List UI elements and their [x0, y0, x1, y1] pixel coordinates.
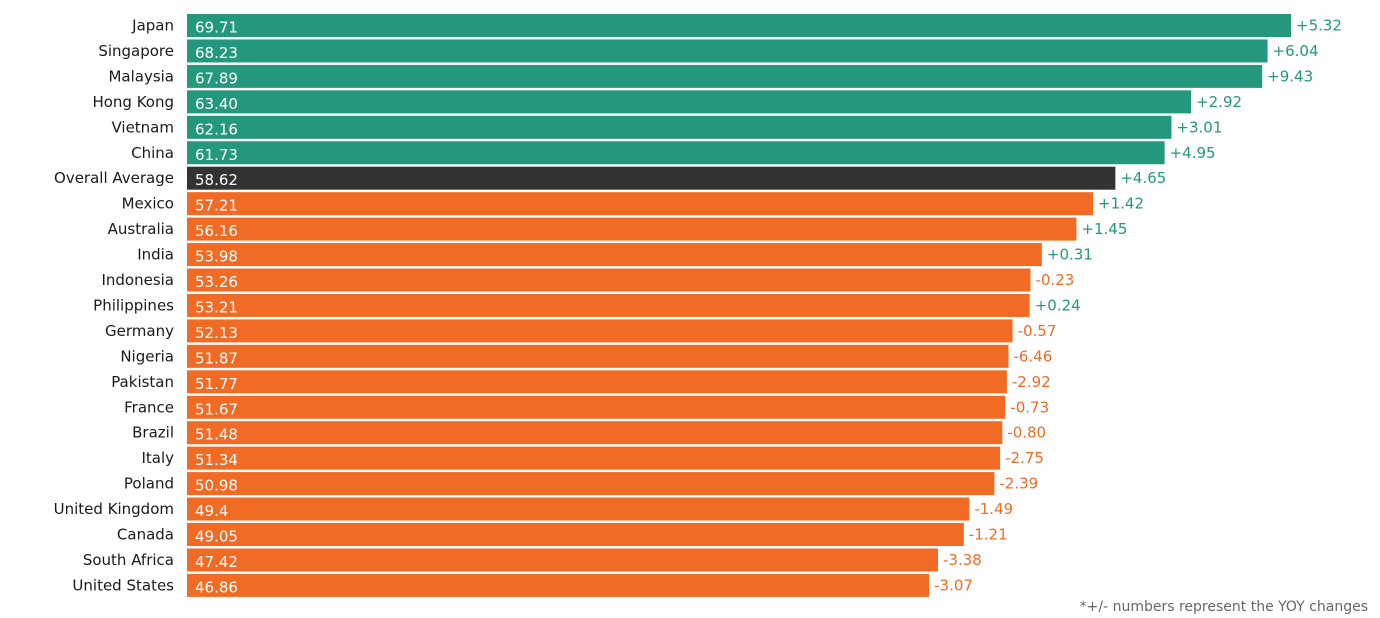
bar [187, 39, 1268, 63]
category-label: Brazil [132, 424, 174, 442]
change-label: -2.92 [1012, 373, 1051, 391]
value-label: 50.98 [195, 477, 238, 495]
category-label: Canada [117, 526, 174, 544]
change-label: +0.31 [1047, 246, 1093, 264]
category-label: China [131, 144, 174, 162]
value-label: 49.4 [195, 502, 228, 520]
bar [187, 166, 1116, 190]
category-label: South Africa [83, 551, 174, 569]
value-label: 53.26 [195, 273, 238, 291]
bar [187, 344, 1009, 368]
change-label: -0.80 [1007, 424, 1046, 442]
value-label: 68.23 [195, 44, 238, 62]
change-label: +2.92 [1196, 93, 1242, 111]
bar [187, 573, 930, 597]
category-label: France [124, 398, 174, 416]
bar [187, 446, 1001, 470]
bar [187, 395, 1006, 419]
change-label: +1.45 [1081, 220, 1127, 238]
category-label: Malaysia [108, 67, 174, 85]
category-label: Italy [141, 449, 174, 467]
bar [187, 421, 1003, 445]
bar [187, 497, 970, 521]
change-label: -6.46 [1013, 347, 1052, 365]
footnote: *+/- numbers represent the YOY changes [1079, 599, 1368, 615]
category-label: Pakistan [111, 373, 174, 391]
change-label: +4.95 [1170, 144, 1216, 162]
change-label: +0.24 [1035, 296, 1081, 314]
change-label: +6.04 [1273, 42, 1319, 60]
category-label: Singapore [98, 42, 174, 60]
bar [187, 523, 964, 546]
value-label: 49.05 [195, 528, 238, 546]
category-label: Vietnam [111, 118, 174, 136]
category-label: United Kingdom [54, 500, 174, 518]
change-label: -2.75 [1005, 449, 1044, 467]
value-label: 56.16 [195, 222, 238, 240]
value-label: 57.21 [195, 197, 238, 215]
value-label: 51.87 [195, 349, 238, 367]
bar [187, 192, 1094, 216]
value-label: 53.98 [195, 248, 238, 266]
category-label: Japan [131, 17, 174, 35]
bar [187, 319, 1013, 343]
category-label: United States [72, 576, 174, 594]
value-label: 46.86 [195, 578, 238, 596]
bar [187, 293, 1030, 317]
change-label: -0.73 [1010, 398, 1049, 416]
bar [187, 243, 1042, 267]
bar [187, 370, 1007, 394]
value-label: 58.62 [195, 171, 238, 189]
value-label: 63.40 [195, 95, 238, 113]
category-label: Nigeria [120, 347, 174, 365]
category-label: Overall Average [54, 169, 174, 187]
value-label: 67.89 [195, 69, 238, 87]
value-label: 53.21 [195, 298, 238, 316]
category-label: Poland [124, 475, 174, 493]
category-label: Philippines [93, 296, 174, 314]
category-label: Mexico [122, 195, 174, 213]
change-label: +1.42 [1098, 195, 1144, 213]
change-label: +9.43 [1267, 67, 1313, 85]
change-label: -0.57 [1018, 322, 1057, 340]
bar [187, 268, 1031, 292]
change-label: +5.32 [1296, 17, 1342, 35]
bar [187, 90, 1192, 114]
category-label: Hong Kong [92, 93, 174, 111]
change-label: +3.01 [1176, 118, 1222, 136]
change-label: -0.23 [1035, 271, 1074, 289]
category-label: Indonesia [101, 271, 174, 289]
bar [187, 141, 1165, 165]
value-label: 62.16 [195, 120, 238, 138]
value-label: 47.42 [195, 553, 238, 571]
change-label: -3.38 [943, 551, 982, 569]
bar [187, 217, 1077, 241]
value-label: 61.73 [195, 146, 238, 164]
category-label: Germany [105, 322, 174, 340]
bar [187, 548, 938, 572]
change-label: -1.49 [974, 500, 1013, 518]
value-label: 69.71 [195, 19, 238, 37]
change-label: -3.07 [934, 576, 973, 594]
bar [187, 115, 1172, 139]
bar [187, 472, 995, 496]
change-label: -1.21 [969, 526, 1008, 544]
bar [187, 64, 1263, 88]
value-label: 52.13 [195, 324, 238, 342]
category-label: Australia [108, 220, 174, 238]
value-label: 51.77 [195, 375, 238, 393]
bar [187, 14, 1291, 37]
change-label: -2.39 [999, 475, 1038, 493]
value-label: 51.34 [195, 451, 238, 469]
change-label: +4.65 [1120, 169, 1166, 187]
value-label: 51.67 [195, 400, 238, 418]
category-label: India [137, 246, 174, 264]
value-label: 51.48 [195, 426, 238, 444]
